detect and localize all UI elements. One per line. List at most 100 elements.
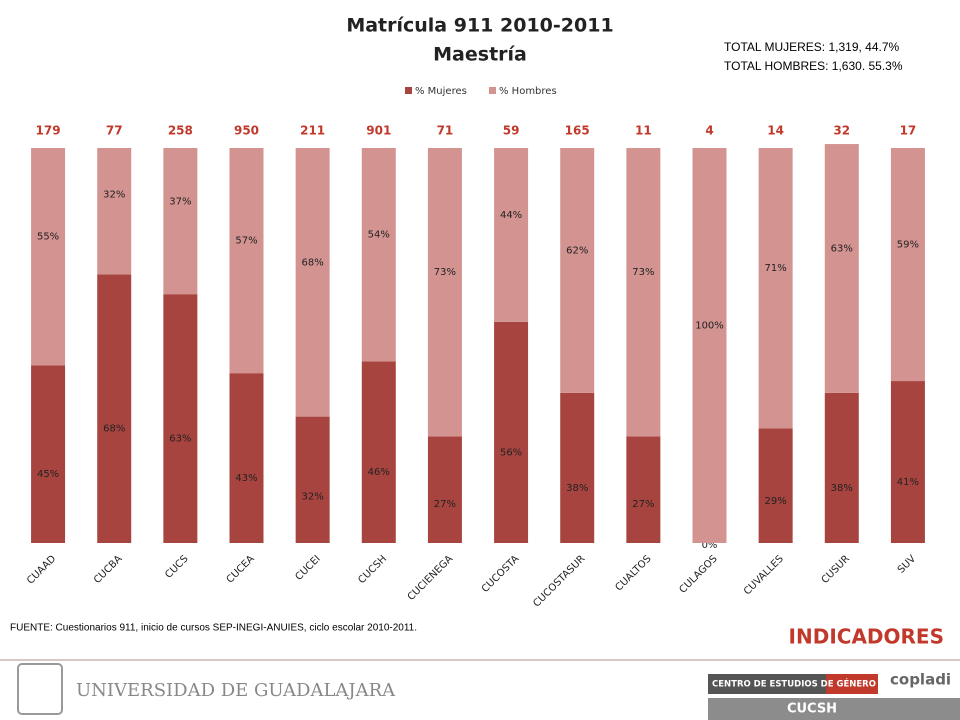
total-label: 77 xyxy=(106,124,123,138)
x-tick-label: CUAAD xyxy=(25,553,58,586)
x-tick-label: CUALTOS xyxy=(614,553,654,593)
x-tick-label: SUV xyxy=(896,553,918,575)
value-label: 44% xyxy=(500,210,522,221)
value-label: 27% xyxy=(632,499,654,510)
bar-segment xyxy=(163,148,198,295)
bar-segment xyxy=(97,274,132,543)
total-label: 950 xyxy=(234,124,259,138)
total-label: 71 xyxy=(437,124,454,138)
annotation: TOTAL MUJERES: 1,319, 44.7% xyxy=(724,40,900,54)
total-label: 17 xyxy=(900,124,917,138)
value-label: 63% xyxy=(831,243,853,254)
bar-segment xyxy=(626,148,661,437)
legend-swatch xyxy=(405,87,412,94)
value-label: 100% xyxy=(695,321,724,332)
value-label: 63% xyxy=(169,434,191,445)
x-tick-label: CUCOSTA xyxy=(480,553,522,595)
university-name: UNIVERSIDAD DE GUADALAJARA xyxy=(76,680,396,701)
bar-segment xyxy=(31,365,66,543)
unit-name: CUCSH xyxy=(787,702,837,717)
bar-segment xyxy=(295,416,330,543)
bar-segment xyxy=(758,148,793,429)
bar-segment xyxy=(427,436,462,543)
bar-segment xyxy=(758,428,793,543)
x-tick-label: CUVALLES xyxy=(742,553,786,597)
legend-swatch xyxy=(489,87,496,94)
x-tick-label: CUSUR xyxy=(820,553,853,586)
bar-segment xyxy=(560,148,595,393)
x-tick-label: CUCSH xyxy=(356,553,389,586)
value-label: 55% xyxy=(37,232,59,243)
bar-segment xyxy=(427,148,462,437)
bar-segment xyxy=(626,436,661,543)
total-label: 901 xyxy=(366,124,391,138)
annotation: TOTAL HOMBRES: 1,630. 55.3% xyxy=(724,59,903,73)
value-label: 37% xyxy=(169,197,191,208)
x-tick-label: CUCOSTASUR xyxy=(531,553,587,609)
total-label: 11 xyxy=(635,124,652,138)
section-label: INDICADORES xyxy=(789,625,944,649)
total-label: 32 xyxy=(833,124,850,138)
value-label: 32% xyxy=(302,492,324,503)
value-label: 57% xyxy=(235,236,257,247)
value-label: 71% xyxy=(765,263,787,274)
total-label: 14 xyxy=(767,124,784,138)
total-label: 59 xyxy=(503,124,520,138)
value-label: 38% xyxy=(831,483,853,494)
center-name: CENTRO DE ESTUDIOS DE GÉNERO xyxy=(712,678,876,690)
bar-segment xyxy=(890,148,925,382)
bar-segment xyxy=(560,392,595,543)
legend-label: % Mujeres xyxy=(415,86,467,97)
value-label: 59% xyxy=(897,240,919,251)
bar-segment xyxy=(494,321,529,543)
value-label: 56% xyxy=(500,447,522,458)
source-note: FUENTE: Cuestionarios 911, inicio de cur… xyxy=(10,623,417,634)
value-label: 73% xyxy=(434,267,456,278)
bar-segment xyxy=(97,148,132,275)
value-label: 43% xyxy=(235,473,257,484)
total-label: 165 xyxy=(565,124,590,138)
x-tick-label: CUCEI xyxy=(293,553,322,582)
x-tick-label: CUCBA xyxy=(92,553,125,586)
unit-bar xyxy=(708,698,960,720)
value-label: 41% xyxy=(897,477,919,488)
center-badge xyxy=(708,674,852,694)
bar-segment xyxy=(361,148,396,362)
x-tick-label: CUCIENEGA xyxy=(406,553,456,603)
total-label: 4 xyxy=(705,124,713,138)
bar-segment xyxy=(229,148,264,374)
bar-segment xyxy=(692,148,727,543)
x-tick-label: CUCEA xyxy=(225,553,257,585)
value-label: 29% xyxy=(765,496,787,507)
value-label: 68% xyxy=(103,424,125,435)
chart-subtitle: Maestría xyxy=(433,44,527,66)
bar-segment xyxy=(890,381,925,543)
center-badge-accent xyxy=(826,674,878,694)
value-label: 45% xyxy=(37,469,59,480)
bar-segment xyxy=(295,148,330,417)
value-label: 32% xyxy=(103,189,125,200)
value-label: 73% xyxy=(632,267,654,278)
bar-segment xyxy=(824,144,859,393)
total-label: 258 xyxy=(168,124,193,138)
value-label: 0% xyxy=(702,540,718,551)
bar-segment xyxy=(824,392,859,543)
value-label: 27% xyxy=(434,499,456,510)
x-tick-label: CUCS xyxy=(163,553,190,580)
value-label: 68% xyxy=(302,257,324,268)
total-label: 211 xyxy=(300,124,325,138)
total-label: 179 xyxy=(36,124,61,138)
bar-segment xyxy=(494,148,529,322)
value-label: 38% xyxy=(566,483,588,494)
crest xyxy=(17,663,63,715)
x-tick-label: CULAGOS xyxy=(677,553,719,595)
bar-segment xyxy=(163,294,198,543)
chart-title: Matrícula 911 2010-2011 xyxy=(346,15,613,37)
bar-segment xyxy=(361,361,396,543)
legend-label: % Hombres xyxy=(499,86,557,97)
brand: copladi xyxy=(890,671,951,689)
bar-segment xyxy=(229,373,264,543)
bar-segment xyxy=(31,148,66,366)
value-label: 54% xyxy=(368,230,390,241)
